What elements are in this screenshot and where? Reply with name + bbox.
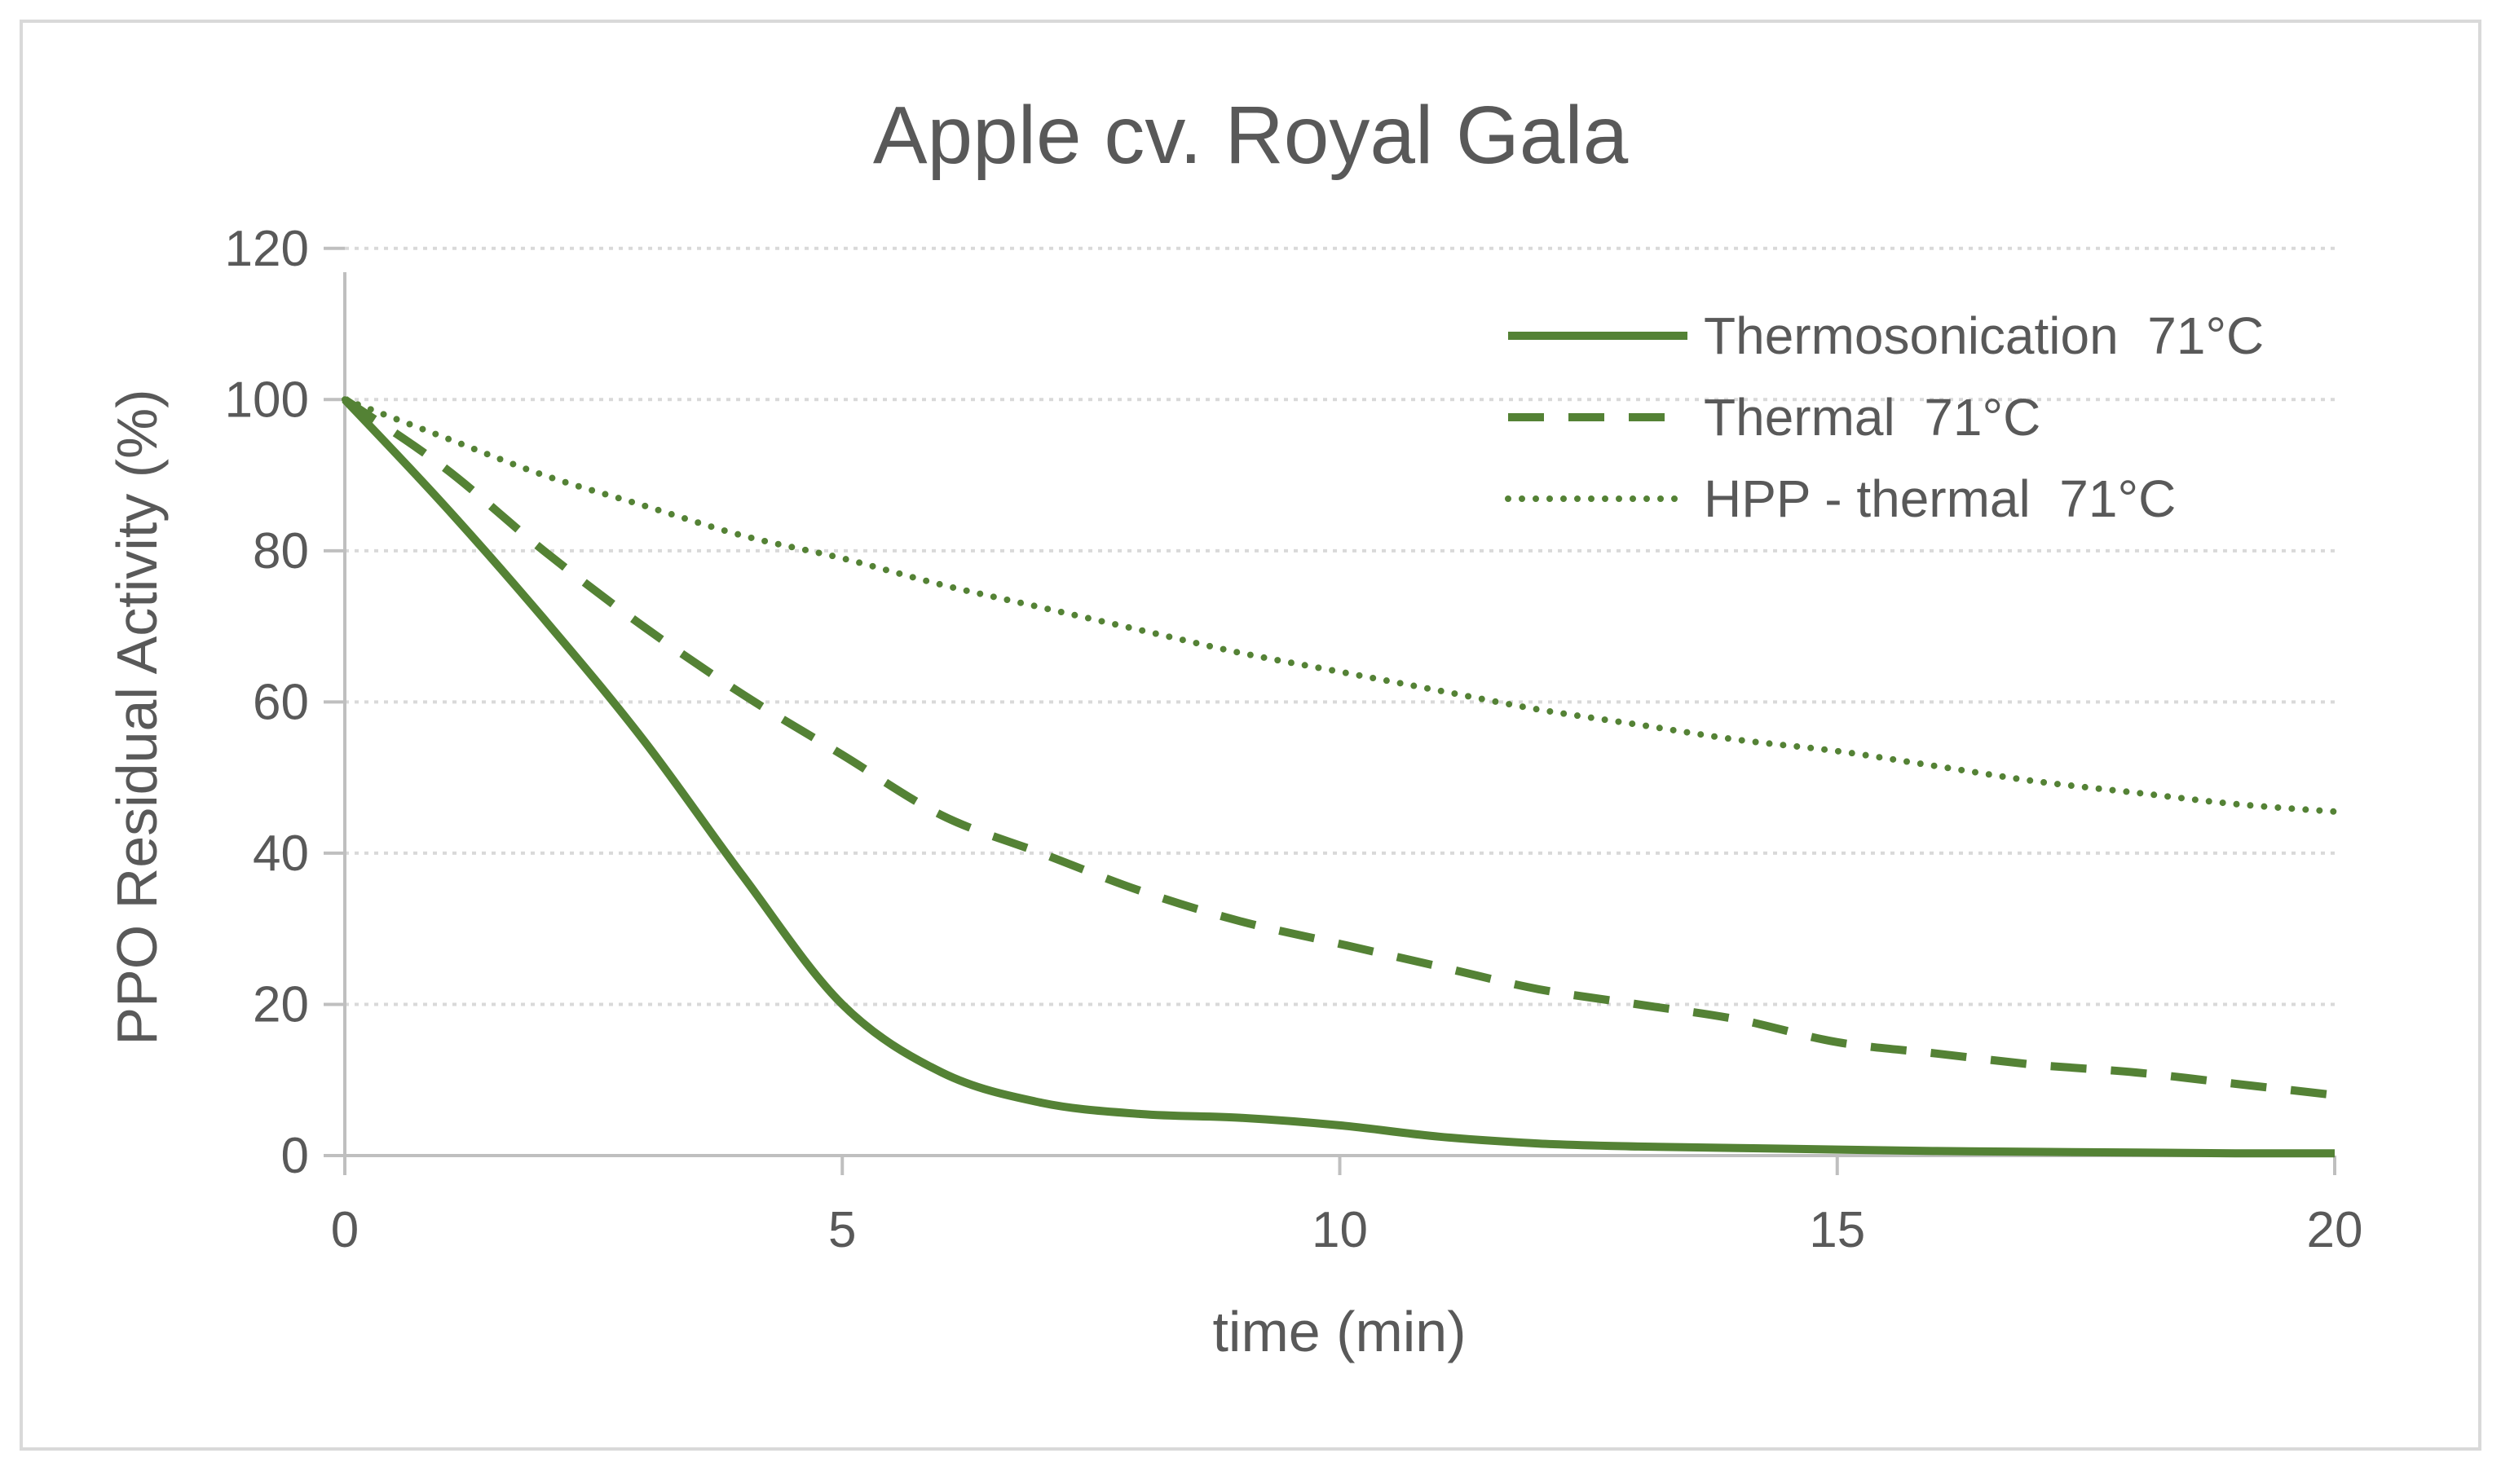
y-tick-label: 60 [253, 674, 309, 730]
legend-label: Thermosonication 71°C [1704, 306, 2264, 365]
y-tick-label: 20 [253, 976, 309, 1033]
legend-label: HPP - thermal 71°C [1704, 469, 2176, 528]
axes: 0 20 40 60 80 100 120 0 5 10 15 20 [225, 221, 2363, 1258]
x-axis-label: time (min) [1212, 1300, 1466, 1363]
x-tick-label: 15 [1809, 1202, 1865, 1258]
series-line-dotted [342, 396, 2338, 815]
series-line-solid [342, 396, 2336, 1158]
y-tick-label: 80 [253, 523, 309, 579]
y-tick-label: 100 [225, 372, 309, 428]
series-line-dashed [342, 396, 2336, 1099]
y-tick-label: 40 [253, 826, 309, 882]
x-tick-label: 10 [1312, 1202, 1368, 1258]
y-axis-label: PPO Residual Activity (%) [105, 389, 169, 1045]
series-lines [342, 396, 2338, 1158]
x-tick-label: 20 [2307, 1202, 2363, 1258]
chart-title: Apple cv. Royal Gala [873, 90, 1629, 181]
y-tick-label: 0 [281, 1128, 309, 1184]
legend-label: Thermal 71°C [1704, 388, 2040, 447]
legend: Thermosonication 71°C Thermal 71°C HPP - t… [1505, 306, 2264, 528]
y-tick-label: 120 [225, 221, 309, 277]
x-tick-label: 5 [828, 1202, 856, 1258]
x-tick-label: 0 [331, 1202, 359, 1258]
chart-frame [20, 20, 2481, 1451]
